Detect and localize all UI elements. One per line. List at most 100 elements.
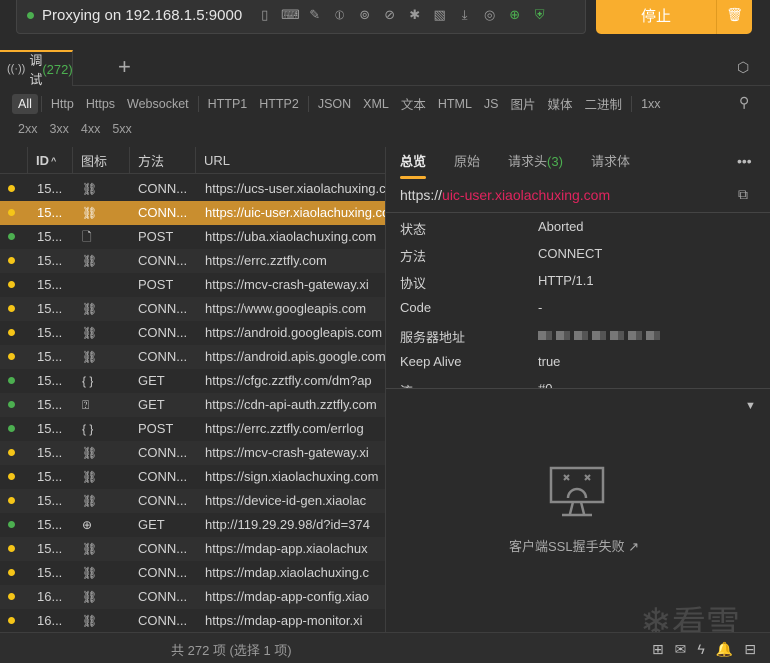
more-icon[interactable]: ••• [737, 153, 752, 169]
filter-10[interactable]: JS [483, 96, 499, 111]
search-icon[interactable]: ⚲ [739, 94, 750, 110]
table-row[interactable]: 15... ⛓ CONN... https://mcv-crash-gateway.x… [0, 441, 385, 465]
row-method: CONN... [138, 181, 188, 196]
table-row[interactable]: 15... { } POST https://errc.zztfly.com/errl… [0, 417, 385, 441]
tab-label: 调试 [29, 53, 43, 87]
field-value: true [538, 354, 561, 369]
phone-icon[interactable]: ▯ [261, 7, 269, 22]
column-method[interactable]: 方法 [129, 147, 195, 174]
table-row[interactable]: 15... ⛓ CONN... https://sign.xiaolachuxing.… [0, 465, 385, 489]
ssl-icon[interactable]: ⊚ [359, 7, 371, 22]
trash-icon[interactable]: 🗑 [716, 0, 752, 34]
table-row[interactable]: 15... POST https://mcv-crash-gateway.xi [0, 273, 385, 297]
filter-0[interactable]: All [12, 93, 38, 114]
comment-icon[interactable]: ✉ [674, 641, 687, 657]
column-icon[interactable]: 图标 [72, 147, 129, 174]
row-method: GET [138, 373, 165, 388]
field-label: 协议 [400, 276, 427, 291]
status-dot [8, 233, 15, 240]
filter-4[interactable]: HTTP1 [207, 96, 248, 111]
row-method: CONN... [138, 493, 188, 508]
table-row[interactable]: 15... ⊕ GET http://119.29.29.98/d?id=374 [0, 513, 385, 537]
filter-11[interactable]: 图片 [510, 98, 536, 112]
row-id: 15... [37, 517, 63, 532]
table-row[interactable]: 15... ⛓ CONN... https://mdap.xiaolachuxing.… [0, 561, 385, 585]
proxy-status-text: Proxying on 192.168.1.5:9000 [42, 6, 243, 24]
bell-icon[interactable]: 🔔 [715, 641, 734, 657]
filter-7[interactable]: XML [363, 96, 389, 111]
tab-debug[interactable]: ((·)) 调试 (272) [0, 50, 73, 87]
filter-1[interactable]: Http [50, 96, 74, 111]
detail-tab-2[interactable]: 请求头(3) [494, 147, 577, 177]
table-row[interactable]: 15... ⛓ CONN... https://android.apis.google… [0, 345, 385, 369]
caret-down-icon[interactable]: ▼ [745, 400, 756, 412]
headers-count: (3) [547, 154, 563, 169]
new-request-icon[interactable]: ⊞ [651, 641, 664, 657]
filter-bar: All Http Https Websocket HTTP1 HTTP2 JSON XML 文本… [12, 91, 667, 116]
globe-icon[interactable]: ⊕ [509, 7, 521, 22]
detail-tab-3[interactable]: 请求体 [577, 147, 644, 177]
filter-13[interactable]: 二进制 [584, 98, 623, 112]
column-url[interactable]: URL [195, 147, 385, 174]
status-dot [8, 545, 15, 552]
table-row[interactable]: 15... ⛓ CONN... https://ucs-user.xiaolachux… [0, 177, 385, 201]
field-value: CONNECT [538, 246, 603, 261]
row-id: 16... [37, 613, 63, 628]
debug-off-icon[interactable]: ✱ [409, 7, 421, 22]
pane-divider[interactable] [385, 147, 386, 632]
field-label: 状态 [400, 222, 427, 237]
external-link-icon[interactable]: ↗ [628, 539, 640, 554]
field-label: Code [400, 300, 432, 315]
filter-status-2[interactable]: 4xx [80, 122, 101, 136]
column-id[interactable]: ID ^ [27, 147, 72, 174]
table-row[interactable]: 15... ⛓ CONN... https://uic-user.xiaolachux… [0, 201, 385, 225]
throttle-icon[interactable]: ◎ [483, 7, 496, 22]
no-proxy-icon[interactable]: ⊘ [384, 7, 396, 22]
lightning-icon[interactable]: ϟ [697, 641, 705, 657]
filter-status-0[interactable]: 2xx [18, 122, 38, 136]
table-row[interactable]: 15... { } GET https://cfgc.zztfly.com/dm?ap [0, 369, 385, 393]
row-url: https://mdap.xiaolachuxing.c [205, 565, 370, 580]
detail-tab-1[interactable]: 原始 [440, 147, 494, 177]
stop-button[interactable]: 停止 [640, 7, 671, 25]
detail-field: 流 #0 [400, 381, 552, 388]
link-off-icon: ⛓ [82, 302, 98, 316]
row-url: https://www.googleapis.com [205, 301, 367, 316]
layout-icon[interactable]: ⊟ [744, 641, 756, 657]
no-cache-icon[interactable]: ▧ [433, 7, 446, 22]
copy-icon[interactable]: ⧉ [738, 186, 748, 202]
filter-3[interactable]: Websocket [127, 96, 189, 111]
table-row[interactable]: 15... ⛓ CONN... https://mdap-app.xiaolachux [0, 537, 385, 561]
hide-icon[interactable]: ⬡ [737, 59, 750, 75]
detail-field: 状态 Aborted [400, 219, 584, 238]
pencil-icon[interactable]: ✎ [309, 7, 321, 22]
download-icon[interactable]: ⤓ [461, 7, 468, 22]
field-value: #0 [538, 381, 552, 388]
detail-tab-0[interactable]: 总览 [386, 147, 440, 179]
table-row[interactable]: 15... ⛓ CONN... https://www.googleapis.com [0, 297, 385, 321]
filter-status-1[interactable]: 3xx [49, 122, 69, 136]
table-row[interactable]: 16... ⛓ CONN... https://mdap-app-config.xia… [0, 585, 385, 609]
filter-8[interactable]: 文本 [400, 98, 426, 112]
table-row[interactable]: 15... ⛓ CONN... https://device-id-gen.xiaol… [0, 489, 385, 513]
breakpoint-icon[interactable]: ⦶ [334, 7, 345, 22]
filter-9[interactable]: HTML [437, 96, 472, 111]
filter-status-3[interactable]: 5xx [112, 122, 132, 136]
filter-14[interactable]: 1xx [641, 96, 661, 111]
filter-6[interactable]: JSON [317, 96, 352, 111]
shield-icon[interactable]: ⛨ [534, 7, 545, 22]
row-url: https://mdap-app-config.xiao [205, 589, 370, 604]
filter-2[interactable]: Https [85, 96, 116, 111]
table-row[interactable]: 16... ⛓ CONN... https://mdap-app-monitor.xi [0, 609, 385, 633]
filter-5[interactable]: HTTP2 [259, 96, 299, 111]
terminal-icon[interactable]: ⌨ [281, 7, 300, 22]
table-row[interactable]: 15... ⛓ CONN... https://errc.zztfly.com [0, 249, 385, 273]
divider[interactable] [386, 388, 770, 389]
table-row[interactable]: 15... ⛓ CONN... https://android.googleapis.… [0, 321, 385, 345]
table-header: ID ^ 图标 方法 URL [0, 147, 385, 174]
row-id: 15... [37, 253, 63, 268]
table-row[interactable]: 15... 🗋 POST https://uba.xiaolachuxing.com [0, 225, 385, 249]
filter-12[interactable]: 媒体 [547, 98, 573, 112]
table-row[interactable]: 15... ⍰ GET https://cdn-api-auth.zztfly.com [0, 393, 385, 417]
add-tab-button[interactable]: + [118, 54, 131, 79]
